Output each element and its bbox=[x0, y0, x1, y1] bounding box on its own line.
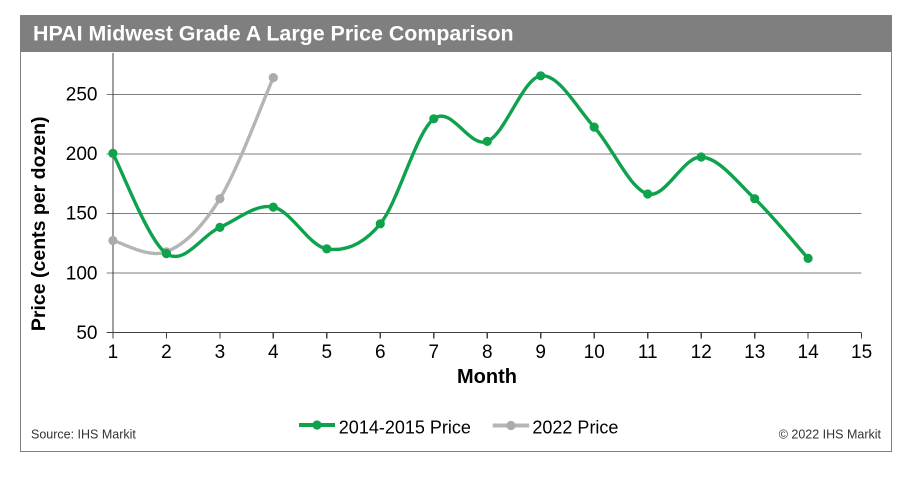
svg-text:8: 8 bbox=[482, 342, 493, 363]
svg-text:150: 150 bbox=[66, 204, 98, 225]
svg-text:Price (cents per dozen): Price (cents per dozen) bbox=[28, 117, 50, 332]
svg-text:3: 3 bbox=[215, 342, 226, 363]
svg-text:© 2022 IHS Markit: © 2022 IHS Markit bbox=[779, 427, 882, 441]
svg-text:5: 5 bbox=[322, 342, 333, 363]
svg-text:15: 15 bbox=[851, 342, 872, 363]
svg-text:HPAI Midwest Grade A Large Pri: HPAI Midwest Grade A Large Price Compari… bbox=[33, 22, 514, 46]
svg-text:250: 250 bbox=[66, 84, 98, 105]
svg-text:13: 13 bbox=[744, 342, 765, 363]
svg-text:200: 200 bbox=[66, 144, 98, 165]
svg-text:14: 14 bbox=[798, 342, 820, 363]
svg-text:4: 4 bbox=[268, 342, 279, 363]
svg-text:100: 100 bbox=[66, 263, 98, 284]
svg-text:11: 11 bbox=[638, 342, 658, 363]
svg-text:Source: IHS Markit: Source: IHS Markit bbox=[31, 427, 136, 441]
svg-text:10: 10 bbox=[584, 342, 605, 363]
svg-text:12: 12 bbox=[691, 342, 712, 363]
svg-text:2022 Price: 2022 Price bbox=[532, 417, 618, 437]
svg-text:9: 9 bbox=[535, 342, 546, 363]
svg-text:50: 50 bbox=[76, 323, 97, 344]
svg-text:Month: Month bbox=[457, 366, 517, 388]
svg-text:6: 6 bbox=[375, 342, 386, 363]
svg-text:2014-2015 Price: 2014-2015 Price bbox=[339, 417, 471, 437]
svg-text:7: 7 bbox=[429, 342, 440, 363]
svg-text:2: 2 bbox=[161, 342, 172, 363]
svg-text:1: 1 bbox=[108, 342, 119, 363]
